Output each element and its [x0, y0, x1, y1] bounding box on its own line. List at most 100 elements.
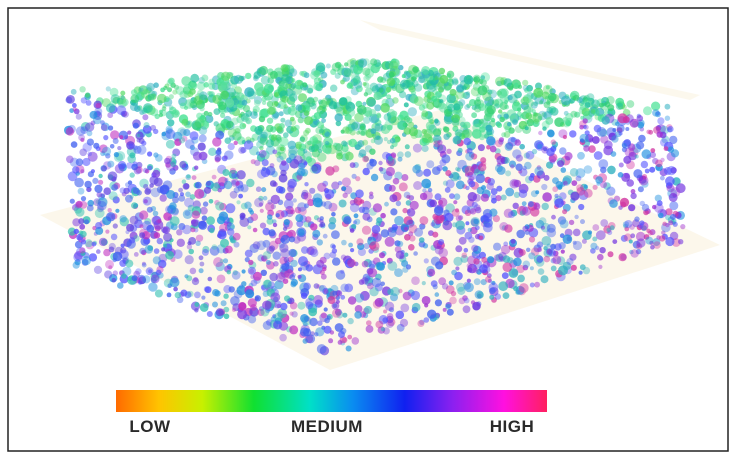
- particle: [72, 166, 79, 173]
- particle: [228, 143, 235, 150]
- particle: [324, 189, 334, 199]
- particle: [547, 130, 555, 138]
- particle: [147, 207, 153, 213]
- particle: [127, 131, 131, 135]
- particle: [554, 198, 564, 208]
- particle: [544, 256, 551, 263]
- particle: [132, 275, 138, 281]
- particle: [244, 202, 251, 209]
- particle: [551, 139, 556, 144]
- particle: [175, 292, 181, 298]
- particle: [125, 195, 133, 203]
- particle: [148, 282, 157, 291]
- particle: [618, 206, 622, 210]
- particle: [222, 169, 229, 176]
- particle: [480, 72, 490, 82]
- particle: [120, 187, 126, 193]
- particle: [204, 286, 210, 292]
- particle: [66, 156, 74, 164]
- particle: [173, 287, 178, 292]
- particle: [434, 206, 444, 216]
- particle: [111, 94, 120, 103]
- particle: [405, 80, 413, 88]
- particle: [304, 182, 308, 186]
- particle: [628, 204, 635, 211]
- particle: [616, 103, 623, 110]
- particle: [272, 149, 277, 154]
- particle: [543, 85, 553, 95]
- particle: [317, 183, 326, 192]
- particle: [470, 208, 476, 214]
- particle: [129, 237, 135, 243]
- particle: [66, 95, 75, 104]
- particle: [522, 80, 528, 86]
- particle: [439, 159, 446, 166]
- particle: [259, 202, 263, 206]
- particle: [212, 302, 218, 308]
- particle: [410, 201, 419, 210]
- particle: [73, 107, 77, 111]
- particle: [96, 146, 101, 151]
- particle: [298, 275, 302, 279]
- particle: [630, 193, 636, 199]
- particle: [229, 286, 235, 292]
- particle: [569, 220, 574, 225]
- particle: [199, 268, 204, 273]
- particle: [244, 140, 253, 149]
- particle: [539, 217, 547, 225]
- particle: [351, 121, 360, 130]
- particle: [298, 93, 307, 102]
- particle: [680, 224, 685, 229]
- particle: [324, 201, 333, 210]
- particle: [322, 267, 326, 271]
- particle: [583, 118, 588, 123]
- particle: [163, 233, 172, 242]
- particle: [358, 153, 363, 158]
- particle: [553, 145, 557, 149]
- particle: [597, 127, 607, 137]
- particle: [479, 236, 483, 240]
- particle: [273, 320, 282, 329]
- particle: [569, 130, 576, 137]
- particle: [78, 218, 84, 224]
- particle: [170, 216, 180, 226]
- particle: [442, 283, 448, 289]
- particle: [113, 223, 118, 228]
- particle: [253, 228, 258, 233]
- particle: [332, 309, 341, 318]
- particle: [462, 252, 468, 258]
- particle: [130, 94, 139, 103]
- particle: [141, 141, 146, 146]
- particle: [566, 258, 573, 265]
- particle: [342, 177, 351, 186]
- particle: [105, 230, 109, 234]
- particle: [610, 225, 615, 230]
- particle: [491, 188, 498, 195]
- particle: [537, 247, 542, 252]
- particle: [482, 265, 491, 274]
- particle: [305, 298, 314, 307]
- particle: [87, 152, 92, 157]
- particle: [443, 308, 447, 312]
- particle: [310, 166, 318, 174]
- particle: [486, 136, 495, 145]
- particle: [297, 168, 306, 177]
- particle: [413, 251, 418, 256]
- particle: [389, 194, 397, 202]
- particle: [370, 241, 380, 251]
- particle: [318, 105, 323, 110]
- particle: [573, 241, 577, 245]
- particle: [411, 276, 420, 285]
- particle: [207, 91, 211, 95]
- particle: [394, 216, 404, 226]
- particle: [289, 93, 298, 102]
- particle: [107, 112, 113, 118]
- particle: [503, 262, 513, 272]
- particle: [120, 215, 127, 222]
- particle: [414, 228, 423, 237]
- particle: [452, 77, 458, 83]
- particle: [377, 76, 383, 82]
- particle: [256, 186, 262, 192]
- particle: [117, 146, 121, 150]
- particle: [519, 249, 526, 256]
